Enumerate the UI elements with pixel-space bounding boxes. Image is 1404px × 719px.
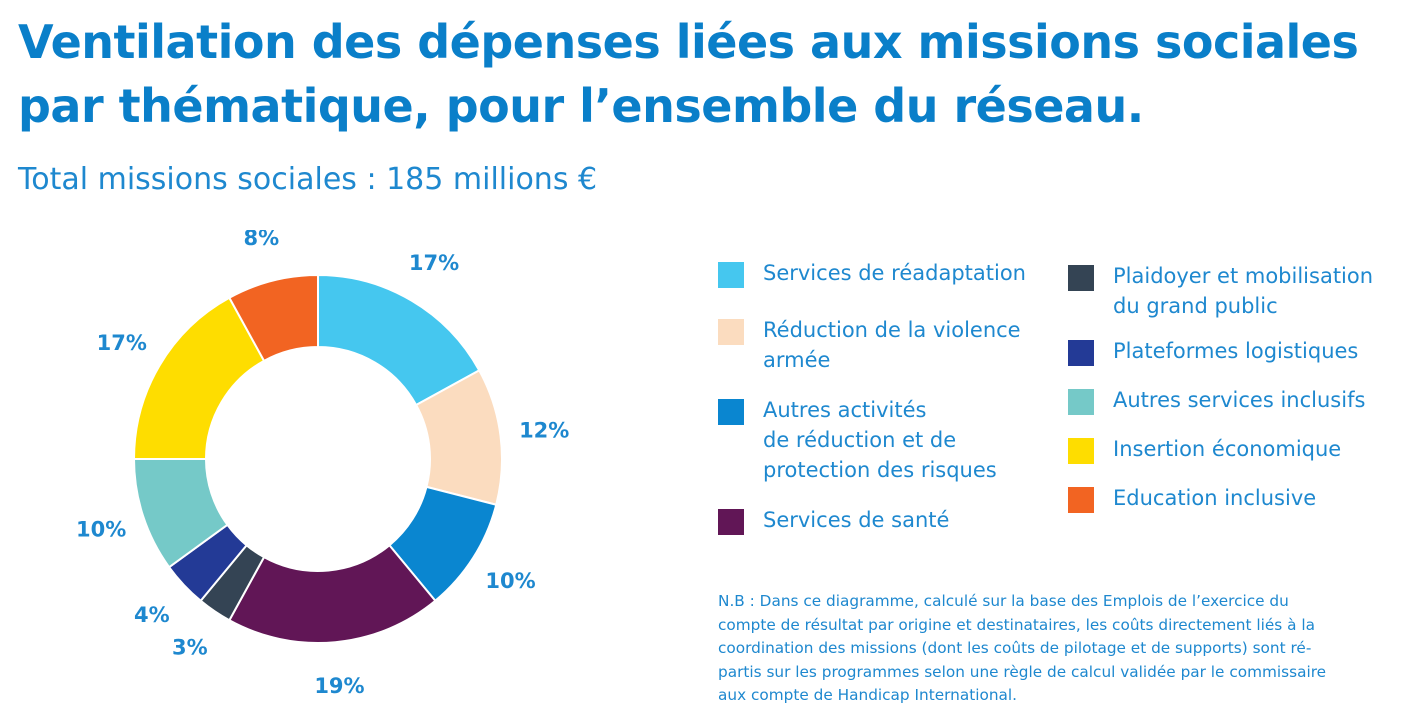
legend-item-autres-services-inclusifs: Autres services inclusifs	[1068, 385, 1365, 415]
chart-subtitle: Total missions sociales : 185 millions €	[18, 162, 598, 197]
legend-label: Plaidoyer et mobilisation du grand publi…	[1113, 264, 1374, 318]
slice-label-autres-services-inclusifs: 10%	[76, 517, 126, 541]
slice-label-plateformes-logistiques: 4%	[134, 603, 170, 627]
legend-item-insertion-economique: Insertion économique	[1068, 434, 1341, 464]
legend-label: Autres activités de réduction et de prot…	[763, 398, 997, 482]
slice-label-services-de-readaptation: 17%	[409, 251, 459, 275]
legend-item-plaidoyer-mobilisation: Plaidoyer et mobilisation du grand publi…	[1068, 261, 1373, 321]
slice-label-insertion-economique: 17%	[97, 331, 147, 355]
legend-label: Insertion économique	[1113, 437, 1342, 461]
legend-swatch	[1068, 487, 1094, 513]
legend-swatch	[718, 262, 744, 288]
legend-label: Réduction de la violence armée	[763, 318, 1021, 372]
legend-swatch	[1068, 265, 1094, 291]
slice-label-education-inclusive: 8%	[243, 230, 279, 250]
legend-swatch	[1068, 389, 1094, 415]
legend-swatch	[718, 319, 744, 345]
legend-swatch	[1068, 438, 1094, 464]
legend-item-autres-activites-reduction: Autres activités de réduction et de prot…	[718, 395, 997, 485]
slice-education-inclusive	[227, 273, 319, 363]
legend-item-plateformes-logistiques: Plateformes logistiques	[1068, 336, 1358, 366]
legend-label: Services de réadaptation	[763, 261, 1026, 285]
legend-swatch	[1068, 340, 1094, 366]
chart-title: Ventilation des dépenses liées aux missi…	[18, 15, 1359, 133]
donut-labels: 17% 12% 10% 19% 3%4% 10% 17% 8%	[76, 230, 569, 698]
legend-label: Services de santé	[763, 508, 950, 532]
legend-item-services-sante: Services de santé	[718, 505, 949, 535]
legend-swatch	[718, 509, 744, 535]
legend-label: Education inclusive	[1113, 486, 1317, 510]
slice-label-reduction-de-la-violence-armee: 12%	[519, 418, 569, 442]
legend-item-reduction-violence-armee: Réduction de la violence armée	[718, 315, 1021, 375]
slice-label-services-de-sante: 19%	[314, 674, 364, 698]
legend-item-services-readaptation: Services de réadaptation	[718, 258, 1026, 288]
donut-slices	[132, 273, 503, 644]
legend-label: Plateformes logistiques	[1113, 339, 1359, 363]
methodology-note: N.B : Dans ce diagramme, calculé sur la …	[718, 592, 1327, 704]
legend-swatch	[718, 399, 744, 425]
slice-label-plaidoyer-et-mobilisation-du-grand-public: 3%	[172, 636, 208, 660]
legend-item-education-inclusive: Education inclusive	[1068, 483, 1316, 513]
donut-chart: 17% 12% 10% 19% 3%4% 10% 17% 8%	[76, 230, 569, 698]
slice-label-autres-activites-de-reduction-et-de-protection-des-risques: 10%	[485, 569, 535, 593]
legend-label: Autres services inclusifs	[1113, 388, 1366, 412]
